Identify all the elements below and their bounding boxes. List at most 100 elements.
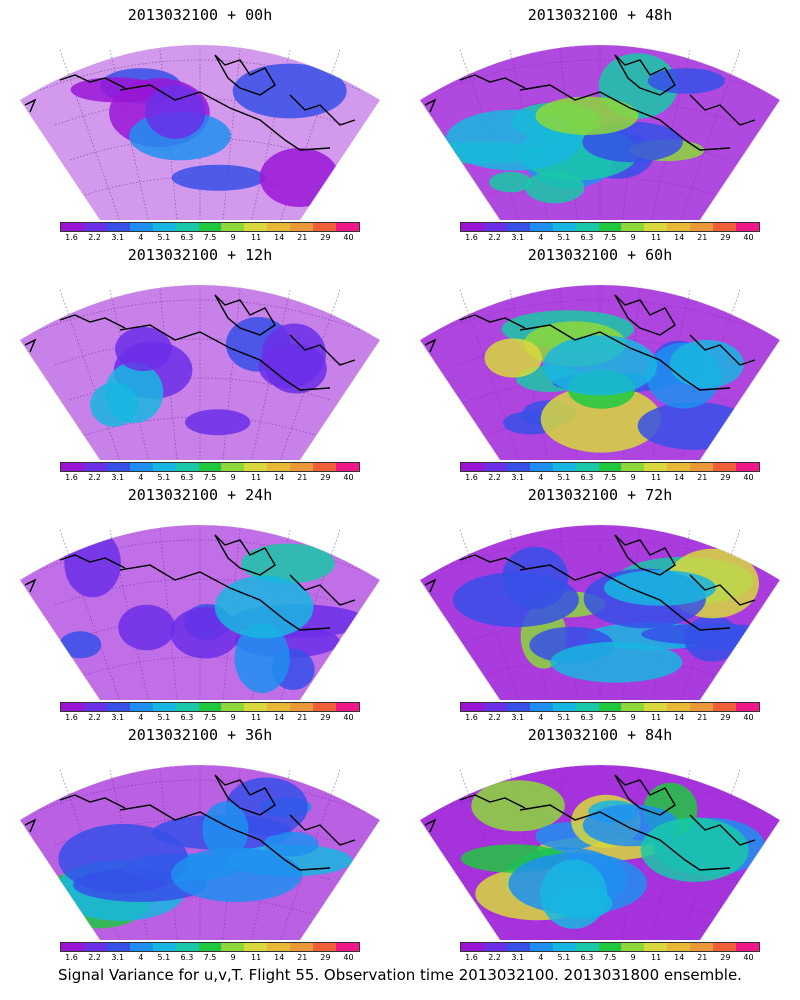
variance-field [20, 765, 380, 940]
polar-map [19, 284, 381, 460]
colorbar-label: 21 [697, 233, 708, 242]
colorbar-segment [713, 943, 737, 951]
colorbar-segment [129, 943, 153, 951]
colorbar-label: 7.5 [203, 953, 217, 962]
colorbar-labels: 1.6 2.2 3.1 4 5.1 6.3 7.5 9 11 14 21 29 40 [60, 233, 360, 243]
polar-map [419, 284, 781, 460]
colorbar-segment [598, 223, 622, 231]
polar-map [419, 764, 781, 940]
polar-map [19, 524, 381, 700]
colorbar-label: 29 [720, 473, 731, 482]
colorbar-label: 4 [538, 953, 544, 962]
colorbar-label: 21 [697, 473, 708, 482]
colorbar-labels: 1.6 2.2 3.1 4 5.1 6.3 7.5 9 11 14 21 29 40 [60, 953, 360, 963]
colorbar-label: 4 [138, 233, 144, 242]
colorbar-segment [175, 943, 199, 951]
colorbar-segment [506, 463, 530, 471]
colorbar-segment [483, 943, 507, 951]
coastline [24, 534, 356, 631]
colorbar-label: 6.3 [580, 473, 594, 482]
colorbar [460, 462, 760, 472]
colorbar-segment [267, 703, 291, 711]
colorbar-segment [461, 943, 484, 951]
colorbar-segment [575, 223, 599, 231]
colorbar-labels: 1.6 2.2 3.1 4 5.1 6.3 7.5 9 11 14 21 29 40 [460, 953, 760, 963]
colorbar-segment [61, 943, 84, 951]
colorbar-segment [529, 223, 553, 231]
colorbar-segment [575, 463, 599, 471]
figure-caption: Signal Variance for u,v,T. Flight 55. Ob… [58, 966, 742, 984]
variance-field [420, 45, 780, 220]
colorbar-label: 7.5 [603, 713, 617, 722]
colorbar-label: 7.5 [203, 233, 217, 242]
colorbar-label: 4 [138, 953, 144, 962]
colorbar-label: 9 [230, 473, 236, 482]
colorbar-segment [61, 463, 84, 471]
colorbar-labels: 1.6 2.2 3.1 4 5.1 6.3 7.5 9 11 14 21 29 40 [460, 713, 760, 723]
colorbar-label: 14 [274, 713, 285, 722]
colorbar-label: 21 [297, 473, 308, 482]
colorbar-segment [621, 223, 645, 231]
colorbar-segment [506, 703, 530, 711]
colorbar-label: 2.2 [488, 233, 501, 242]
colorbar-segment [667, 223, 691, 231]
colorbar-label: 5.1 [557, 233, 571, 242]
colorbar-label: 3.1 [111, 953, 125, 962]
colorbar-label: 9 [630, 473, 636, 482]
colorbar-segment [244, 703, 268, 711]
colorbar-segment [713, 223, 737, 231]
colorbar-segment [175, 463, 199, 471]
colorbar-label: 29 [720, 713, 731, 722]
colorbar-label: 9 [630, 713, 636, 722]
colorbar-label: 14 [274, 473, 285, 482]
colorbar-segment [598, 463, 622, 471]
colorbar-segment [106, 943, 130, 951]
colorbar-label: 4 [538, 713, 544, 722]
colorbar-segment [736, 943, 759, 951]
panel-title: 2013032100 + 24h [127, 486, 273, 504]
colorbar-label: 2.2 [488, 713, 501, 722]
colorbar-label: 1.6 [465, 953, 478, 962]
colorbar-segment [61, 703, 84, 711]
colorbar-segment [129, 223, 153, 231]
colorbar-label: 5.1 [557, 473, 571, 482]
colorbar-label: 6.3 [580, 713, 594, 722]
colorbar-segment [290, 943, 314, 951]
coastline [24, 294, 356, 391]
colorbar-label: 5.1 [157, 953, 171, 962]
colorbar-label: 21 [297, 953, 308, 962]
map-panel: 2013032100 + 84h 1.6 2.2 3.1 4 5.1 6.3 7.5 9 11 14… [400, 720, 800, 963]
colorbar-segment [644, 463, 668, 471]
colorbar [60, 702, 360, 712]
panel-title: 2013032100 + 36h [127, 726, 273, 744]
colorbar-label: 11 [251, 473, 262, 482]
colorbar-segment [461, 703, 484, 711]
colorbar-label: 5.1 [157, 713, 171, 722]
colorbar-segment [244, 463, 268, 471]
colorbar-segment [129, 463, 153, 471]
coastline [424, 774, 756, 871]
colorbar-segment [736, 703, 759, 711]
colorbar-label: 5.1 [157, 233, 171, 242]
map-panel: 2013032100 + 24h 1.6 2.2 3.1 4 5.1 6.3 7.5 9 11 14… [0, 480, 400, 722]
colorbar-label: 14 [274, 233, 285, 242]
colorbar-segment [667, 943, 691, 951]
colorbar-label: 11 [251, 233, 262, 242]
variance-field [20, 285, 380, 460]
colorbar-segment [552, 703, 576, 711]
colorbar-label: 6.3 [180, 473, 194, 482]
colorbar-segment [106, 223, 130, 231]
colorbar-segment [313, 463, 337, 471]
colorbar-label: 7.5 [603, 953, 617, 962]
colorbar-segment [690, 943, 714, 951]
colorbar-label: 3.1 [111, 473, 125, 482]
map-panel: 2013032100 + 00h 1.6 2.2 3.1 4 5.1 6.3 7.5 9 11 14… [0, 0, 400, 243]
colorbar-segment [290, 463, 314, 471]
colorbar-label: 14 [674, 233, 685, 242]
colorbar-segment [690, 463, 714, 471]
colorbar-segment [83, 223, 107, 231]
variance-field [420, 285, 780, 460]
colorbar-label: 1.6 [65, 233, 78, 242]
colorbar-label: 5.1 [557, 953, 571, 962]
colorbar-label: 29 [720, 233, 731, 242]
